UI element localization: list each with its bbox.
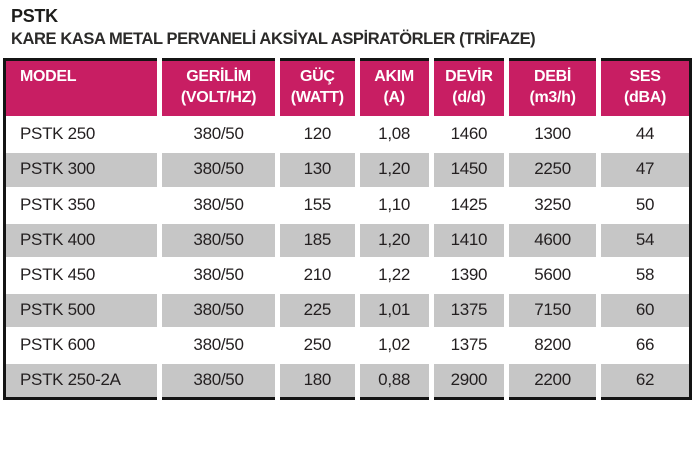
cell-akim: 0,88 xyxy=(354,362,432,399)
cell-akim: 1,02 xyxy=(354,326,432,364)
cell-debi: 8200 xyxy=(504,326,599,364)
column-header-ses: SES (dBA) xyxy=(596,59,691,118)
column-header-unit: (m3/h) xyxy=(529,88,576,106)
column-header-label: MODEL xyxy=(20,67,77,85)
cell-debi: 7150 xyxy=(504,291,599,328)
cell-debi: 1300 xyxy=(504,116,599,153)
cell-debi: 2250 xyxy=(504,151,599,188)
column-header-debi: DEBİ (m3/h) xyxy=(504,59,599,118)
cell-akim: 1,10 xyxy=(354,186,432,223)
cell-guc: 130 xyxy=(275,151,358,188)
cell-model: PSTK 250 xyxy=(4,116,160,153)
column-header-label: DEVİR xyxy=(445,67,493,85)
cell-model: PSTK 350 xyxy=(4,186,160,223)
cell-debi: 4600 xyxy=(504,221,599,258)
cell-debi: 5600 xyxy=(504,256,599,293)
cell-ses: 66 xyxy=(596,326,691,364)
cell-model: PSTK 500 xyxy=(4,291,160,328)
cell-devir: 1460 xyxy=(428,116,507,153)
cell-debi: 3250 xyxy=(504,186,599,223)
cell-gerilim: 380/50 xyxy=(157,362,278,399)
cell-ses: 47 xyxy=(596,151,691,188)
cell-akim: 1,22 xyxy=(354,256,432,293)
table-row: PSTK 400 380/50 185 1,20 1410 4600 54 xyxy=(4,221,691,258)
cell-devir: 1390 xyxy=(428,256,507,293)
cell-guc: 185 xyxy=(275,221,358,258)
cell-akim: 1,01 xyxy=(354,291,432,328)
cell-ses: 58 xyxy=(596,256,691,293)
cell-gerilim: 380/50 xyxy=(157,326,278,364)
cell-gerilim: 380/50 xyxy=(157,256,278,293)
column-header-unit: (WATT) xyxy=(290,88,344,106)
cell-guc: 225 xyxy=(275,291,358,328)
table-row: PSTK 600 380/50 250 1,02 1375 8200 66 xyxy=(4,326,691,364)
table-row: PSTK 450 380/50 210 1,22 1390 5600 58 xyxy=(4,256,691,293)
cell-ses: 44 xyxy=(596,116,691,153)
header-row: MODEL GERİLİM (VOLT/HZ) GÜÇ (WATT) AKIM … xyxy=(4,59,691,118)
cell-gerilim: 380/50 xyxy=(157,186,278,223)
cell-model: PSTK 300 xyxy=(4,151,160,188)
table-row: PSTK 250-2A 380/50 180 0,88 2900 2200 62 xyxy=(4,362,691,399)
column-header-label: SES xyxy=(629,67,661,85)
cell-ses: 54 xyxy=(596,221,691,258)
cell-model: PSTK 600 xyxy=(4,326,160,364)
cell-model: PSTK 450 xyxy=(4,256,160,293)
column-header-devir: DEVİR (d/d) xyxy=(428,59,507,118)
cell-devir: 1410 xyxy=(428,221,507,258)
page-title: PSTK xyxy=(11,6,58,26)
cell-gerilim: 380/50 xyxy=(157,291,278,328)
cell-gerilim: 380/50 xyxy=(157,221,278,258)
cell-gerilim: 380/50 xyxy=(157,151,278,188)
cell-ses: 50 xyxy=(596,186,691,223)
column-header-akim: AKIM (A) xyxy=(354,59,432,118)
cell-devir: 1425 xyxy=(428,186,507,223)
column-header-label: GÜÇ xyxy=(299,67,335,85)
table-header: MODEL GERİLİM (VOLT/HZ) GÜÇ (WATT) AKIM … xyxy=(4,59,691,118)
cell-devir: 1450 xyxy=(428,151,507,188)
cell-model: PSTK 250-2A xyxy=(4,362,160,399)
column-header-unit: (dBA) xyxy=(623,88,667,106)
cell-ses: 60 xyxy=(596,291,691,328)
cell-guc: 120 xyxy=(275,116,358,153)
column-header-model: MODEL xyxy=(4,59,160,118)
page-subtitle: KARE KASA METAL PERVANELİ AKSİYAL ASPİRA… xyxy=(11,29,536,48)
cell-gerilim: 380/50 xyxy=(157,116,278,153)
cell-guc: 210 xyxy=(275,256,358,293)
table-row: PSTK 300 380/50 130 1,20 1450 2250 47 xyxy=(4,151,691,188)
cell-guc: 180 xyxy=(275,362,358,399)
table-body: PSTK 250 380/50 120 1,08 1460 1300 44 PS… xyxy=(4,116,691,399)
cell-devir: 1375 xyxy=(428,291,507,328)
cell-devir: 2900 xyxy=(428,362,507,399)
cell-devir: 1375 xyxy=(428,326,507,364)
spec-table: MODEL GERİLİM (VOLT/HZ) GÜÇ (WATT) AKIM … xyxy=(3,57,692,401)
column-header-gerilim: GERİLİM (VOLT/HZ) xyxy=(157,59,278,118)
column-header-unit: (VOLT/HZ) xyxy=(180,88,257,106)
cell-ses: 62 xyxy=(596,362,691,399)
column-header-unit: (d/d) xyxy=(452,88,486,106)
column-header-guc: GÜÇ (WATT) xyxy=(275,59,358,118)
column-header-label: GERİLİM xyxy=(186,67,251,85)
table-row: PSTK 350 380/50 155 1,10 1425 3250 50 xyxy=(4,186,691,223)
column-header-label: AKIM xyxy=(374,67,414,85)
cell-akim: 1,20 xyxy=(354,151,432,188)
column-header-unit: (A) xyxy=(383,88,405,106)
column-header-label: DEBİ xyxy=(534,67,572,85)
cell-guc: 155 xyxy=(275,186,358,223)
table-row: PSTK 500 380/50 225 1,01 1375 7150 60 xyxy=(4,291,691,328)
table-row: PSTK 250 380/50 120 1,08 1460 1300 44 xyxy=(4,116,691,153)
cell-debi: 2200 xyxy=(504,362,599,399)
cell-model: PSTK 400 xyxy=(4,221,160,258)
cell-akim: 1,08 xyxy=(354,116,432,153)
cell-akim: 1,20 xyxy=(354,221,432,258)
cell-guc: 250 xyxy=(275,326,358,364)
